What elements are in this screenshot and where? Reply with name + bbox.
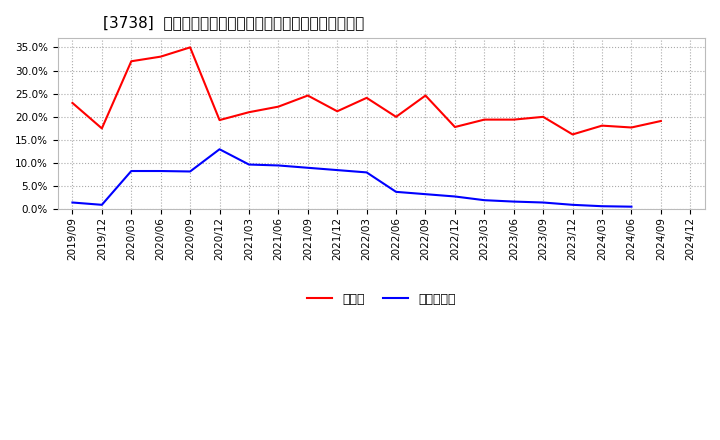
Line: 有利子負債: 有利子負債 — [73, 149, 631, 207]
現預金 — [97, 126, 106, 131]
現預金 — [245, 110, 253, 115]
現預金 — [215, 117, 224, 123]
現預金 — [598, 123, 606, 128]
現預金 — [539, 114, 547, 120]
有利子負債 — [539, 200, 547, 205]
有利子負債 — [304, 165, 312, 170]
現預金 — [627, 125, 636, 130]
現預金 — [333, 109, 341, 114]
有利子負債 — [362, 170, 371, 175]
現預金 — [510, 117, 518, 122]
Legend: 現預金, 有利子負債: 現預金, 有利子負債 — [302, 288, 461, 311]
Text: [3738]  現預金、有利子負債の総資産に対する比率の推移: [3738] 現預金、有利子負債の総資産に対する比率の推移 — [103, 15, 364, 30]
有利子負債 — [245, 162, 253, 167]
有利子負債 — [274, 163, 283, 168]
有利子負債 — [510, 199, 518, 204]
有利子負債 — [127, 169, 135, 174]
有利子負債 — [215, 147, 224, 152]
有利子負債 — [627, 204, 636, 209]
現預金 — [186, 45, 194, 50]
有利子負債 — [333, 168, 341, 173]
現預金 — [451, 125, 459, 130]
現預金 — [392, 114, 400, 120]
現預金 — [304, 93, 312, 98]
現預金 — [362, 95, 371, 100]
有利子負債 — [186, 169, 194, 174]
有利子負債 — [97, 202, 106, 208]
現預金 — [68, 100, 77, 106]
Line: 現預金: 現預金 — [73, 48, 661, 135]
現預金 — [421, 93, 430, 98]
有利子負債 — [451, 194, 459, 199]
現預金 — [127, 59, 135, 64]
有利子負債 — [156, 169, 165, 174]
有利子負債 — [68, 200, 77, 205]
現預金 — [480, 117, 489, 122]
現預金 — [274, 104, 283, 109]
有利子負債 — [392, 189, 400, 194]
現預金 — [568, 132, 577, 137]
有利子負債 — [421, 191, 430, 197]
有利子負債 — [480, 198, 489, 203]
現預金 — [657, 118, 665, 124]
有利子負債 — [568, 202, 577, 208]
現預金 — [156, 54, 165, 59]
有利子負債 — [598, 204, 606, 209]
